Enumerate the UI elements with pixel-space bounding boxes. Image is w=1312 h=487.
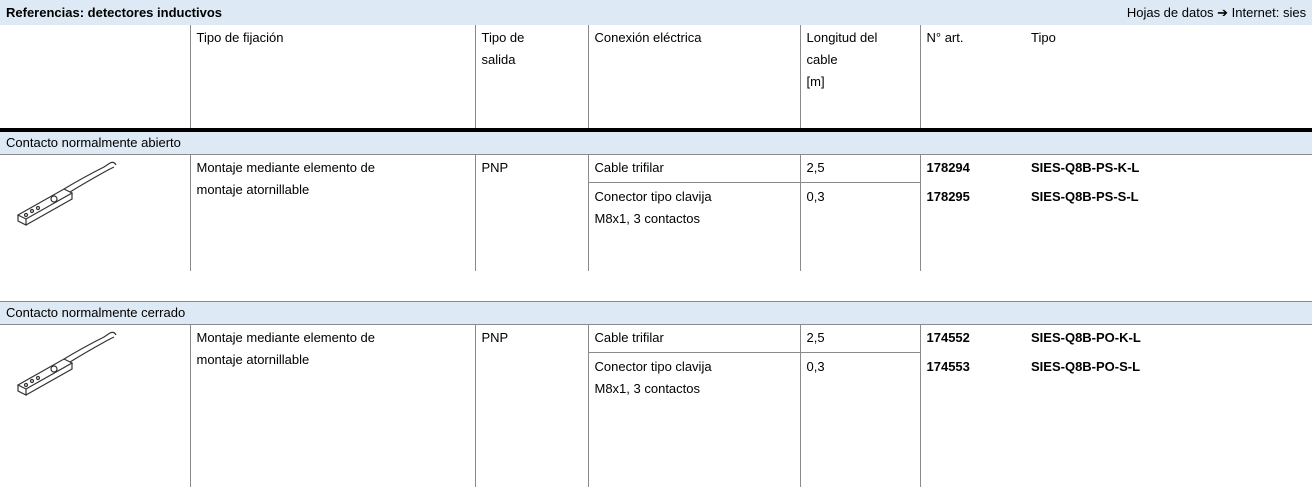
type-code: SIES-Q8B-PO-K-L	[1031, 327, 1306, 349]
part-number-cell: 178294	[920, 155, 1025, 183]
part-number: 178294	[927, 157, 1020, 179]
mounting-text: montaje atornillable	[197, 179, 469, 201]
table-title: Referencias: detectores inductivos	[6, 5, 222, 20]
datasheet-link: Hojas de datos ➔ Internet: sies	[1127, 0, 1306, 25]
connection-text: M8x1, 3 contactos	[595, 208, 794, 230]
output-text: PNP	[482, 327, 582, 349]
connection-cell: Cable trifilar	[588, 325, 800, 353]
section-row: Contacto normalmente abierto	[0, 130, 1312, 155]
section-row: Contacto normalmente cerrado	[0, 302, 1312, 325]
length-text: 2,5	[807, 327, 914, 349]
image-cell	[0, 155, 190, 272]
type-cell: SIES-Q8B-PO-S-L	[1025, 353, 1312, 487]
header-text: cable	[807, 49, 914, 71]
part-number-cell: 178295	[920, 183, 1025, 272]
connection-text: Cable trifilar	[595, 157, 794, 179]
title-bar-cell: Referencias: detectores inductivos Hojas…	[0, 0, 1312, 25]
length-cell: 0,3	[800, 353, 920, 487]
connection-text: Conector tipo clavija	[595, 356, 794, 378]
connection-text: M8x1, 3 contactos	[595, 378, 794, 400]
header-text: salida	[482, 49, 582, 71]
header-text: Longitud del	[807, 27, 914, 49]
output-text: PNP	[482, 157, 582, 179]
header-cell	[0, 25, 190, 130]
header-text: N° art.	[927, 27, 1020, 49]
image-cell	[0, 325, 190, 487]
type-code: SIES-Q8B-PS-S-L	[1031, 186, 1306, 208]
section: Contacto normalmente abierto Montaje med…	[0, 130, 1312, 271]
type-code: SIES-Q8B-PS-K-L	[1031, 157, 1306, 179]
connection-text: Conector tipo clavija	[595, 186, 794, 208]
length-cell: 2,5	[800, 155, 920, 183]
sensor-icon	[14, 327, 124, 402]
output-cell: PNP	[475, 155, 588, 272]
header-text: Tipo de fijación	[197, 27, 469, 49]
section: Contacto normalmente cerrado Montaje med…	[0, 302, 1312, 487]
part-number-cell: 174552	[920, 325, 1025, 353]
type-cell: SIES-Q8B-PS-S-L	[1025, 183, 1312, 272]
header-cell: Tipo	[1025, 25, 1312, 130]
type-cell: SIES-Q8B-PS-K-L	[1025, 155, 1312, 183]
length-text: 0,3	[807, 356, 914, 378]
header-cell: Conexión eléctrica	[588, 25, 800, 130]
section-title: Contacto normalmente cerrado	[0, 302, 1312, 325]
mounting-text: Montaje mediante elemento de	[197, 157, 469, 179]
header-cell: N° art.	[920, 25, 1025, 130]
length-text: 0,3	[807, 186, 914, 208]
spacer-cell	[0, 271, 1312, 302]
type-code: SIES-Q8B-PO-S-L	[1031, 356, 1306, 378]
header-text: Conexión eléctrica	[595, 27, 794, 49]
header-text: Tipo de	[482, 27, 582, 49]
sensor-icon	[14, 157, 124, 232]
type-cell: SIES-Q8B-PO-K-L	[1025, 325, 1312, 353]
header-text: [m]	[807, 71, 914, 93]
part-number: 174552	[927, 327, 1020, 349]
part-number: 174553	[927, 356, 1020, 378]
length-cell: 0,3	[800, 183, 920, 272]
connection-text: Cable trifilar	[595, 327, 794, 349]
section-title: Contacto normalmente abierto	[0, 130, 1312, 155]
mounting-text: montaje atornillable	[197, 349, 469, 371]
mounting-text: Montaje mediante elemento de	[197, 327, 469, 349]
connection-cell: Cable trifilar	[588, 155, 800, 183]
spacer-row	[0, 271, 1312, 302]
title-bar: Referencias: detectores inductivos Hojas…	[0, 0, 1312, 25]
header-text: Tipo	[1031, 27, 1306, 49]
header-cell: Tipo de fijación	[190, 25, 475, 130]
length-text: 2,5	[807, 157, 914, 179]
length-cell: 2,5	[800, 325, 920, 353]
part-number: 178295	[927, 186, 1020, 208]
page: Referencias: detectores inductivos Hojas…	[0, 0, 1312, 468]
output-cell: PNP	[475, 325, 588, 487]
part-number-cell: 174553	[920, 353, 1025, 487]
